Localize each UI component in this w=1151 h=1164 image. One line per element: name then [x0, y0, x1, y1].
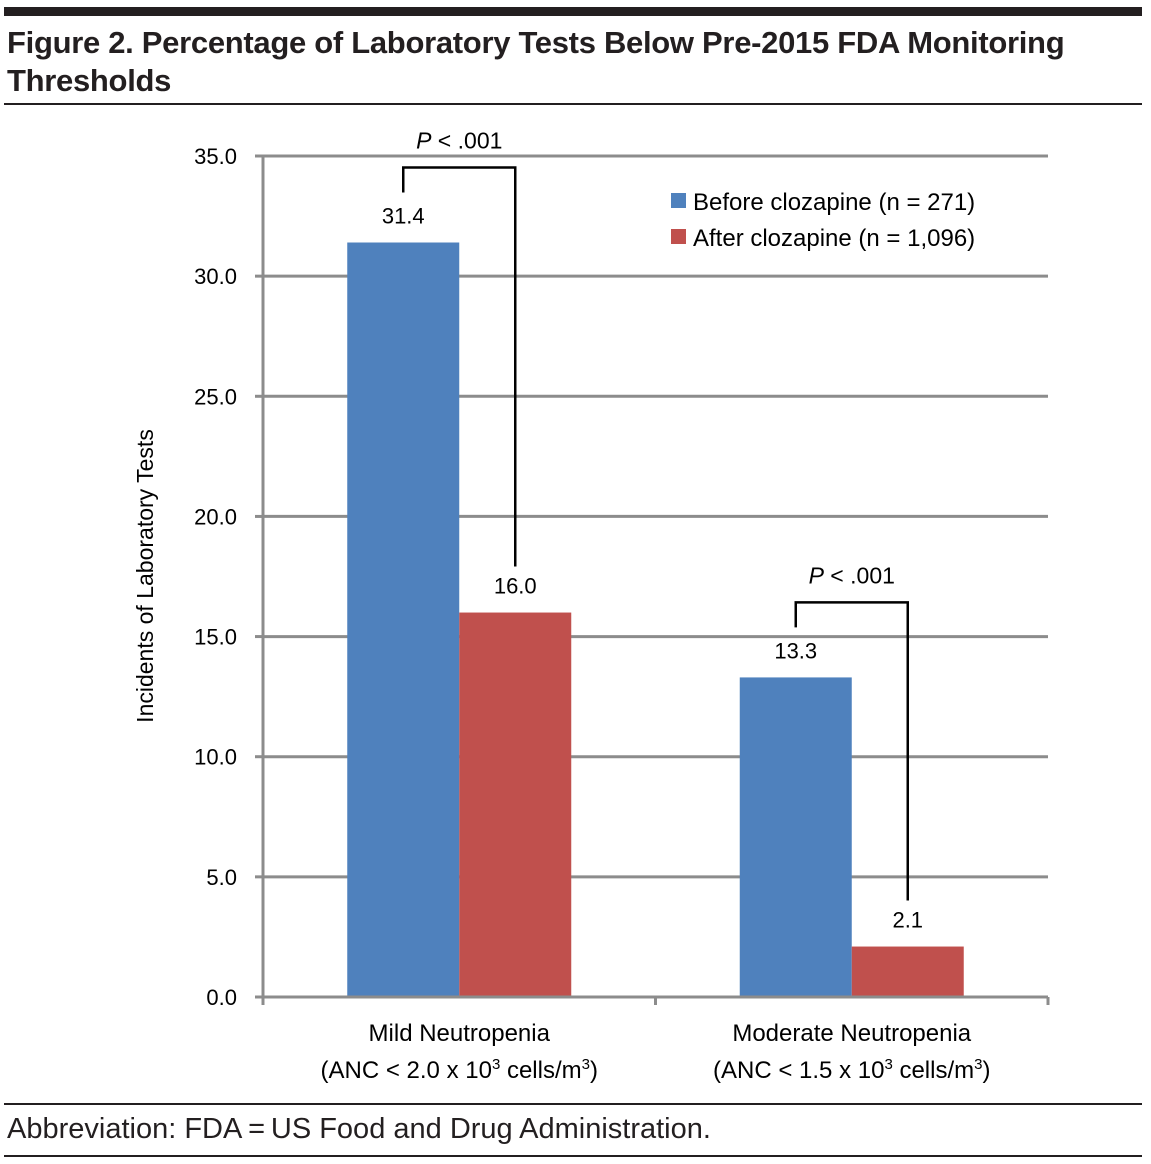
y-tick-label: 5.0 — [206, 865, 237, 890]
bar — [459, 612, 572, 997]
y-tick-label: 10.0 — [194, 745, 237, 770]
category-sublabel: (ANC < 2.0 x 103 cells/m3) — [321, 1056, 598, 1084]
y-tick-label: 25.0 — [194, 384, 237, 409]
data-labels: 31.4 13.3 16.0 2.1 — [382, 204, 923, 933]
legend: Before clozapine (n = 271) After clozapin… — [671, 189, 975, 252]
data-label: 16.0 — [494, 574, 537, 599]
figure-title: Figure 2. Percentage of Laboratory Tests… — [7, 25, 1065, 98]
top-rule — [4, 7, 1142, 16]
y-axis-title: Incidents of Laboratory Tests — [132, 429, 158, 723]
y-tick-label: 20.0 — [194, 504, 237, 529]
superscript: 3 — [582, 1056, 590, 1073]
data-label: 13.3 — [774, 638, 817, 663]
superscript: 3 — [974, 1056, 982, 1073]
figure-footer: Abbreviation: FDA = US Food and Drug Adm… — [7, 1113, 711, 1145]
significance-bracket — [402, 166, 517, 567]
y-tick-label: 35.0 — [194, 144, 237, 169]
footer-rule — [4, 1103, 1142, 1105]
y-tick-labels: 0.0 5.0 10.0 15.0 20.0 25.0 30.0 35.0 — [194, 144, 237, 1010]
legend-label: After clozapine (n = 1,096) — [693, 225, 975, 252]
title-rule — [4, 103, 1142, 105]
bottom-rule — [4, 1155, 1142, 1157]
p-threshold: < .001 — [431, 128, 502, 154]
sublabel-text: ) — [590, 1057, 598, 1084]
legend-swatch — [671, 229, 686, 244]
sublabel-text: cells/m — [500, 1057, 581, 1084]
bar — [347, 242, 460, 997]
sublabel-text: (ANC < 2.0 x 10 — [321, 1057, 492, 1084]
axes — [255, 154, 1050, 1005]
y-tick-label: 0.0 — [206, 985, 237, 1010]
superscript: 3 — [492, 1056, 500, 1073]
p-symbol: P — [809, 562, 825, 588]
y-tick-label: 15.0 — [194, 625, 237, 650]
category-label: Mild Neutropenia — [369, 1020, 551, 1047]
p-symbol: P — [416, 128, 432, 154]
sublabel-text: ) — [982, 1057, 990, 1084]
p-value-label: P < .001 — [416, 128, 502, 154]
sublabel-text: (ANC < 1.5 x 10 — [713, 1057, 884, 1084]
category-sublabel: (ANC < 1.5 x 103 cells/m3) — [713, 1056, 990, 1084]
superscript: 3 — [884, 1056, 892, 1073]
data-label: 2.1 — [892, 908, 923, 933]
bar — [739, 677, 852, 997]
category-labels: Mild Neutropenia(ANC < 2.0 x 103 cells/m… — [321, 1020, 991, 1084]
category-label: Moderate Neutropenia — [732, 1020, 971, 1047]
y-tick-label: 30.0 — [194, 264, 237, 289]
bar — [851, 946, 964, 997]
p-threshold: < .001 — [824, 562, 895, 588]
significance-bracket — [794, 601, 909, 901]
data-label: 31.4 — [382, 204, 425, 229]
legend-swatch — [671, 193, 686, 208]
bars — [347, 242, 964, 997]
legend-label: Before clozapine (n = 271) — [693, 189, 975, 216]
sublabel-text: cells/m — [893, 1057, 974, 1084]
p-value-label: P < .001 — [809, 562, 895, 588]
